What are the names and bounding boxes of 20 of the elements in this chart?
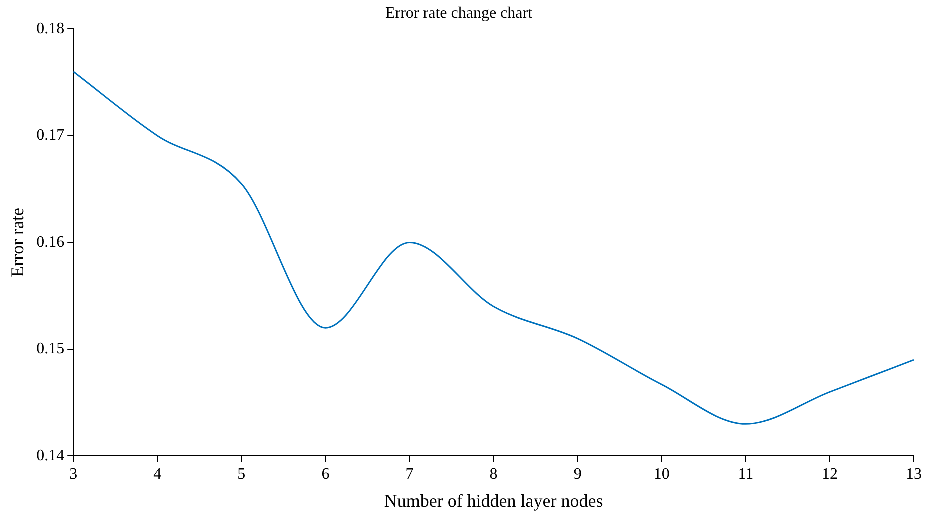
x-tick-label: 8 [490,466,498,484]
x-tick-label: 10 [654,466,670,484]
y-tick-label: 0.16 [36,234,65,251]
y-tick-label: 0.15 [36,340,65,358]
y-tick-label: 0.18 [36,20,65,38]
y-tick-label: 0.14 [36,447,65,464]
chart-title: Error rate change chart [385,4,534,22]
x-tick-label: 7 [406,466,414,484]
x-tick-label: 11 [738,466,754,484]
y-axis-title: Error rate [8,208,28,278]
x-tick-label: 12 [822,466,838,484]
y-tick-label: 0.17 [36,127,65,144]
x-tick-label: 9 [574,466,582,484]
x-tick-label: 13 [906,466,922,484]
x-axis-title: Number of hidden layer nodes [384,490,604,511]
x-tick-label: 5 [238,466,246,484]
x-tick-label: 3 [70,466,78,484]
x-tick-label: 6 [322,466,330,484]
x-tick-label: 4 [154,466,162,484]
line-series [74,71,914,425]
